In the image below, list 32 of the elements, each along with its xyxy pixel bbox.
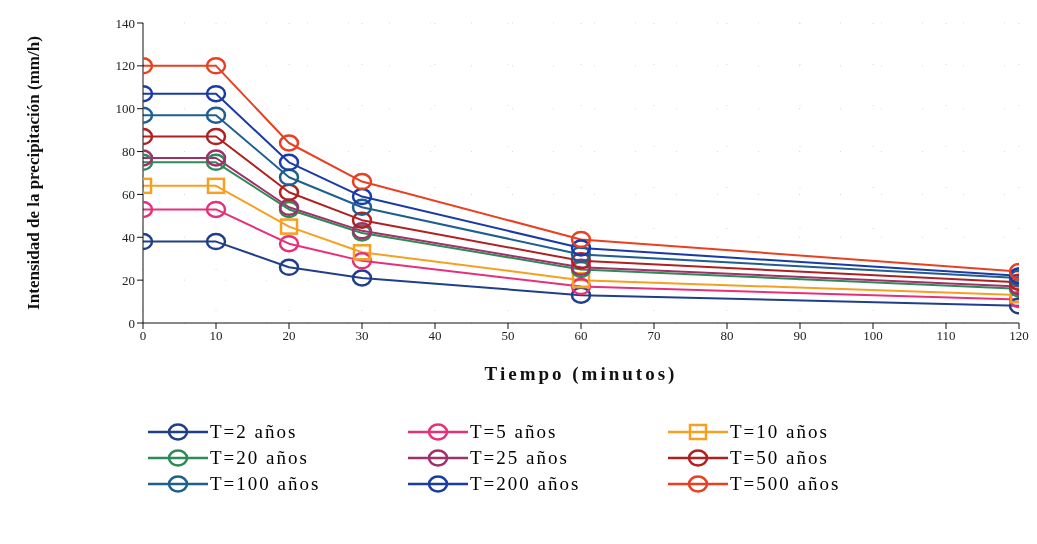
x-tick-label: 100 <box>863 328 883 344</box>
y-tick-label: 20 <box>122 272 135 288</box>
y-tick-label: 0 <box>128 315 135 331</box>
legend-label: T=500 años <box>730 473 841 495</box>
legend-label: T=20 años <box>210 447 309 469</box>
x-tick-label: 80 <box>720 328 734 344</box>
y-tick-label: 60 <box>122 187 135 203</box>
y-tick-label: 120 <box>115 58 135 74</box>
legend-label: T=50 años <box>730 447 829 469</box>
x-tick-label: 30 <box>355 328 369 344</box>
x-tick-label: 10 <box>209 328 223 344</box>
y-tick-label: 80 <box>122 144 135 160</box>
legend-label: T=10 años <box>730 421 829 443</box>
x-tick-label: 20 <box>282 328 296 344</box>
legend-label: T=100 años <box>210 473 321 495</box>
y-axis-title: Intensidad de la precipitación (mm/h) <box>24 36 44 310</box>
legend-label: T=25 años <box>470 447 569 469</box>
y-tick-label: 40 <box>122 229 135 245</box>
x-tick-label: 70 <box>647 328 661 344</box>
x-tick-label: 50 <box>501 328 515 344</box>
x-tick-label: 120 <box>1009 328 1029 344</box>
legend-label: T=5 años <box>470 421 558 443</box>
legend-label: T=200 años <box>470 473 581 495</box>
x-tick-label: 0 <box>139 328 147 344</box>
x-axis-title: Tiempo (minutos) <box>484 363 678 385</box>
x-tick-label: 90 <box>793 328 807 344</box>
y-tick-label: 140 <box>115 15 135 31</box>
x-tick-label: 40 <box>428 328 442 344</box>
legend-label: T=2 años <box>210 421 298 443</box>
y-tick-label: 100 <box>115 101 135 117</box>
x-tick-label: 60 <box>574 328 588 344</box>
x-tick-label: 110 <box>936 328 956 344</box>
